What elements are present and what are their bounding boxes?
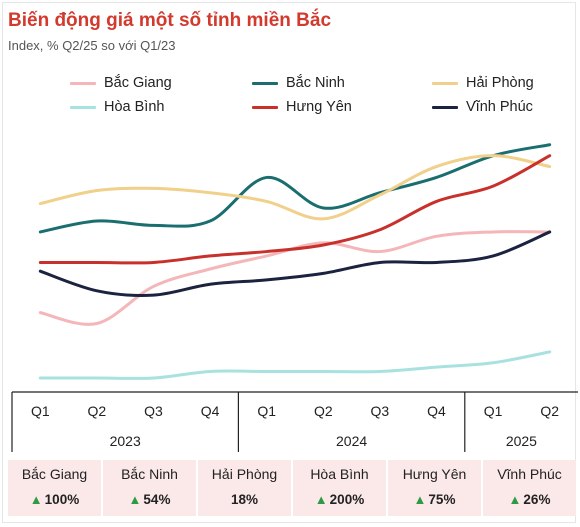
x-tick-label: Q2 [540, 403, 559, 419]
summary-value-row: ▲ 100% [30, 492, 79, 507]
summary-value: 200% [329, 492, 365, 507]
year-label: 2023 [110, 433, 141, 449]
summary-province: Bắc Ninh [121, 466, 178, 482]
up-arrow-icon: ▲ [314, 492, 328, 507]
year-label: 2024 [336, 433, 367, 449]
series-line-1 [38, 143, 552, 234]
legend-label: Hòa Bình [104, 99, 165, 115]
x-tick-label: Q1 [484, 403, 503, 419]
summary-cell-bac-ninh: Bắc Ninh ▲ 54% [103, 460, 196, 516]
summary-value: 75% [428, 492, 456, 507]
summary-province: Hòa Bình [310, 466, 369, 482]
summary-province: Hưng Yên [402, 466, 467, 482]
summary-province: Vĩnh Phúc [497, 466, 562, 482]
legend-swatch [432, 105, 458, 109]
legend-label: Vĩnh Phúc [466, 99, 533, 115]
summary-cell-bac-giang: Bắc Giang ▲ 100% [8, 460, 101, 516]
summary-cell-hoa-binh: Hòa Bình ▲ 200% [293, 460, 386, 516]
legend-item-hoa-binh: Hòa Bình [70, 98, 164, 116]
summary-value-row: ▲ 54% [129, 492, 171, 507]
up-arrow-icon: ▲ [508, 492, 522, 507]
chart-title: Biến động giá một số tỉnh miền Bắc [8, 10, 332, 31]
summary-value: 26% [523, 492, 551, 507]
legend-label: Hưng Yên [286, 99, 352, 115]
summary-value: 100% [44, 492, 80, 507]
legend-swatch [70, 105, 96, 109]
series-line-2 [38, 154, 552, 221]
summary-cell-hai-phong: Hải Phòng 18% [198, 460, 291, 516]
legend-swatch [252, 81, 278, 85]
legend-label: Bắc Giang [104, 75, 172, 91]
chart-frame [2, 2, 576, 523]
summary-province: Hải Phòng [211, 466, 278, 482]
legend-swatch [252, 105, 278, 109]
year-label: 2025 [506, 433, 537, 449]
x-tick-label: Q2 [88, 403, 107, 419]
summary-value: 54% [143, 492, 171, 507]
up-arrow-icon: ▲ [29, 492, 43, 507]
legend-item-hung-yen: Hưng Yên [252, 98, 352, 116]
summary-value-row: ▲ 75% [414, 492, 456, 507]
legend-item-bac-ninh: Bắc Ninh [252, 74, 345, 92]
summary-cell-vinh-phuc: Vĩnh Phúc ▲ 26% [483, 460, 576, 516]
summary-province: Bắc Giang [21, 466, 88, 482]
legend-label: Bắc Ninh [286, 75, 345, 91]
legend-item-vinh-phuc: Vĩnh Phúc [432, 98, 533, 116]
x-tick-label: Q4 [427, 403, 446, 419]
legend-swatch [432, 81, 458, 85]
up-arrow-icon: ▲ [128, 492, 142, 507]
x-tick-label: Q3 [371, 403, 390, 419]
series-line-4 [38, 154, 552, 265]
x-tick-label: Q4 [201, 403, 220, 419]
summary-value-row: ▲ 26% [509, 492, 551, 507]
legend-item-hai-phong: Hải Phòng [432, 74, 534, 92]
legend-item-bac-giang: Bắc Giang [70, 74, 172, 92]
legend-swatch [70, 81, 96, 85]
x-tick-label: Q2 [314, 403, 333, 419]
summary-value: 18% [230, 492, 259, 507]
summary-cell-hung-yen: Hưng Yên ▲ 75% [388, 460, 481, 516]
summary-value-row: 18% [231, 492, 258, 507]
x-tick-label: Q3 [144, 403, 163, 419]
x-tick-label: Q1 [31, 403, 50, 419]
up-arrow-icon: ▲ [413, 492, 427, 507]
chart-subtitle: Index, % Q2/25 so với Q1/23 [8, 38, 176, 53]
series-line-3 [38, 350, 552, 380]
x-tick-label: Q1 [257, 403, 276, 419]
series-line-5 [38, 230, 552, 298]
summary-table: Bắc Giang ▲ 100% Bắc Ninh ▲ 54% Hải Phòng … [8, 460, 576, 516]
summary-value-row: ▲ 200% [315, 492, 364, 507]
legend-label: Hải Phòng [466, 75, 534, 91]
